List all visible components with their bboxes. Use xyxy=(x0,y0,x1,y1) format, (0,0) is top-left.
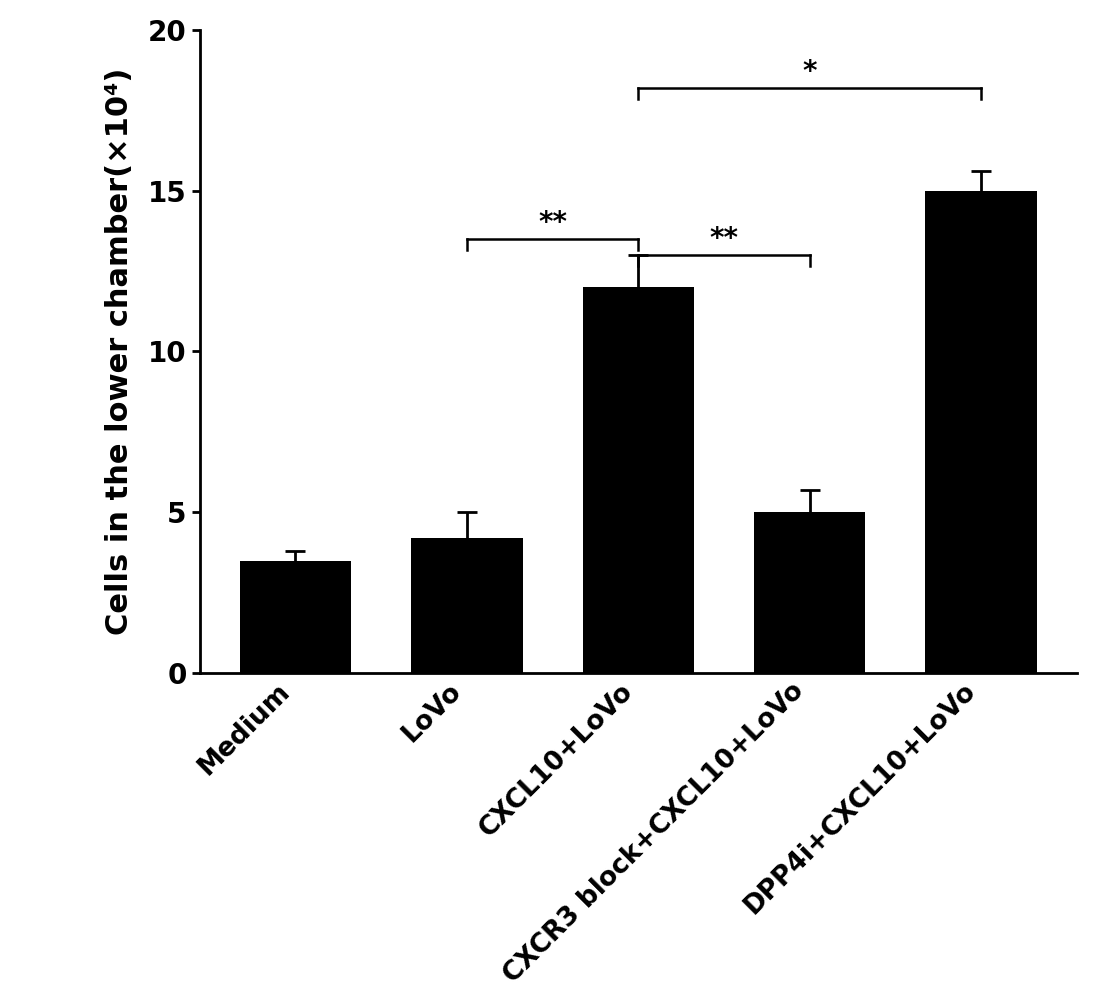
Bar xyxy=(411,538,523,673)
Bar xyxy=(583,287,694,673)
Text: **: ** xyxy=(709,226,738,253)
Y-axis label: Cells in the lower chamber(×10⁴): Cells in the lower chamber(×10⁴) xyxy=(105,67,134,636)
Text: **: ** xyxy=(538,209,567,238)
Bar xyxy=(240,560,351,673)
Bar xyxy=(754,512,866,673)
Text: *: * xyxy=(803,58,817,86)
Bar xyxy=(926,190,1037,673)
